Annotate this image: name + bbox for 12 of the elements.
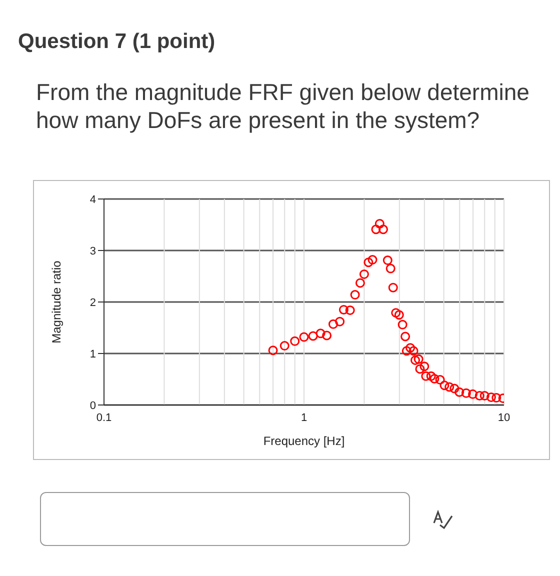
- chart-subtitle: From the magnitude FRF given below determine how many DoFs are present in the system?: [36, 78, 530, 134]
- y-tick-label: 3: [90, 245, 96, 258]
- y-tick-label: 2: [90, 296, 96, 309]
- x-tick-label: 0.1: [96, 412, 112, 424]
- chart-title: Question 7 (1 point): [18, 30, 216, 53]
- y-tick-label: 1: [90, 348, 96, 360]
- x-axis-title: Frequency [Hz]: [263, 434, 345, 448]
- y-axis-title: Magnitude ratio: [49, 260, 64, 344]
- y-tick-label: 4: [90, 194, 96, 206]
- y-tick-label: 0: [90, 400, 96, 412]
- x-tick-label: 1: [300, 412, 308, 424]
- x-tick-label: 10: [498, 412, 510, 424]
